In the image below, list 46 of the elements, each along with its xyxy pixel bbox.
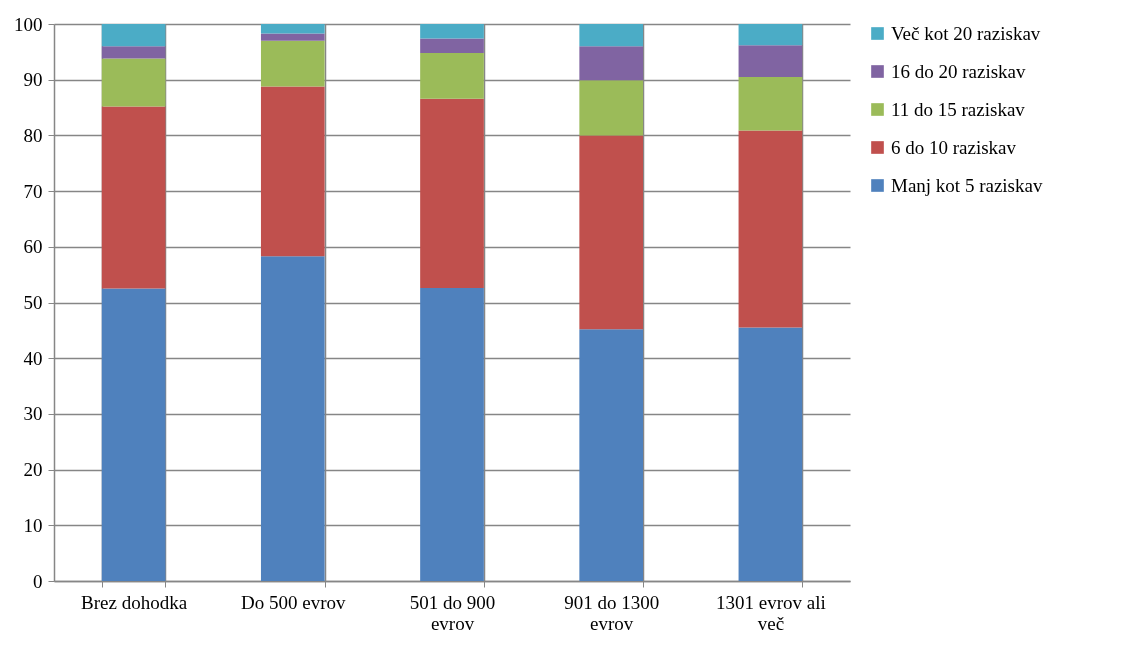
legend-label: 16 do 20 raziskav (891, 60, 1027, 82)
x-tick-label: 1301 evrov ali več (716, 591, 826, 634)
y-tick-label: 30 (23, 403, 43, 425)
bar (260, 24, 325, 34)
bar (738, 327, 803, 581)
bar (420, 52, 484, 99)
bar (738, 45, 803, 77)
bar (420, 38, 484, 53)
bar (579, 46, 644, 81)
bar (579, 80, 644, 136)
bar (579, 24, 644, 47)
bar (420, 288, 484, 581)
bar (260, 33, 325, 41)
y-tick-label: 60 (23, 236, 43, 258)
legend-label: 11 do 15 raziskav (891, 98, 1026, 120)
bar (738, 130, 803, 328)
x-tick-label: Do 500 evrov (241, 591, 347, 613)
x-tick-label: 901 do 1300 evrov (564, 591, 660, 634)
bar (101, 106, 166, 289)
bar (738, 76, 803, 131)
legend-label: Več kot 20 raziskav (891, 22, 1041, 44)
bar (579, 135, 644, 330)
bar (101, 24, 166, 47)
bar (260, 40, 325, 87)
bar (420, 24, 484, 39)
bar (579, 329, 644, 581)
bar (420, 98, 484, 289)
legend-label: 6 do 10 raziskav (891, 136, 1017, 158)
y-tick-label: 20 (23, 459, 43, 481)
y-tick-label: 40 (23, 347, 43, 369)
bar (101, 46, 166, 59)
y-tick-label: 70 (23, 180, 43, 202)
y-tick-label: 90 (23, 69, 43, 91)
bar (101, 288, 166, 581)
bar (260, 86, 325, 257)
bar (101, 58, 166, 107)
x-tick-label: Brez dohodka (81, 591, 188, 613)
bar (738, 24, 803, 46)
y-tick-label: 80 (23, 124, 43, 146)
y-tick-label: 50 (23, 292, 43, 313)
x-tick-label: 501 do 900 evrov (409, 591, 496, 634)
y-tick-label: 100 (14, 13, 43, 35)
y-tick-label: 0 (33, 570, 43, 592)
legend-label: Manj kot 5 raziskav (891, 174, 1043, 196)
y-tick-label: 10 (23, 514, 43, 536)
bar (260, 256, 325, 581)
